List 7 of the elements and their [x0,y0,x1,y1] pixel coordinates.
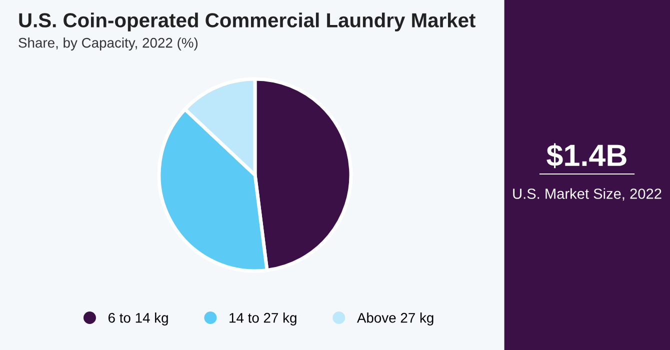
legend-label: Above 27 kg [356,312,434,326]
legend-label: 14 to 27 kg [230,312,296,326]
chart-subtitle: Share, by Capacity, 2022 (%) [18,38,198,50]
chart-title: U.S. Coin-operated Commercial Laundry Market [19,12,476,32]
text: U.S. Market Size, 2022 [513,188,662,201]
legend-label: 6 to 14 kg [108,312,168,326]
text: $1.4B [546,143,626,168]
